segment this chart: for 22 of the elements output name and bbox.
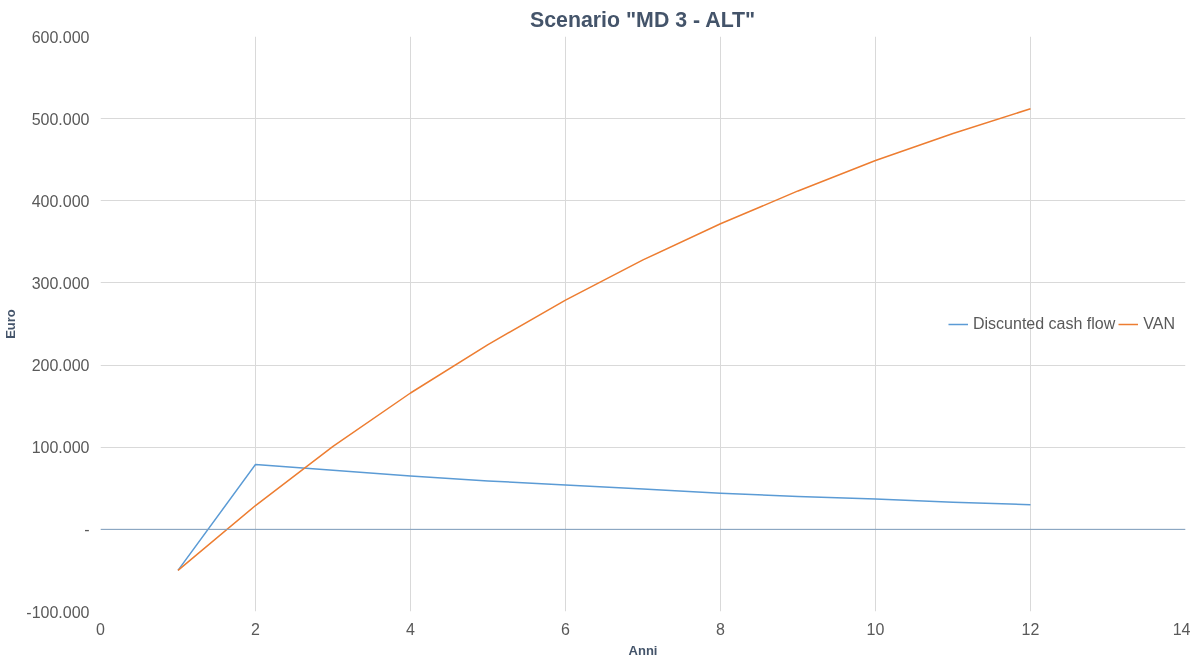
chart-title: Scenario "MD 3 - ALT" xyxy=(529,7,756,32)
y-tick-label: -100.000 xyxy=(26,603,90,621)
x-tick-label: 4 xyxy=(406,620,416,638)
x-tick-label: 0 xyxy=(96,620,106,638)
x-axis-title: Anni xyxy=(628,642,658,658)
y-tick-label: 600.000 xyxy=(31,28,90,46)
x-tick-label: 2 xyxy=(251,620,261,638)
y-tick-label: 200.000 xyxy=(31,357,90,375)
x-tick-label: 14 xyxy=(1172,620,1191,638)
x-tick-label: 8 xyxy=(716,620,726,638)
y-tick-label: 500.000 xyxy=(31,110,90,128)
y-tick-label: 400.000 xyxy=(31,192,90,210)
legend-label: VAN xyxy=(1143,314,1175,333)
y-axis-title: Euro xyxy=(3,309,19,339)
y-tick-label: - xyxy=(84,521,90,539)
line-series xyxy=(177,463,1032,572)
y-tick-label: 100.000 xyxy=(31,439,90,457)
legend-label: Discunted cash flow xyxy=(972,314,1116,333)
x-tick-label: 12 xyxy=(1021,620,1040,638)
x-tick-label: 10 xyxy=(866,620,885,638)
x-tick-label: 6 xyxy=(561,620,571,638)
y-tick-label: 300.000 xyxy=(31,274,90,292)
